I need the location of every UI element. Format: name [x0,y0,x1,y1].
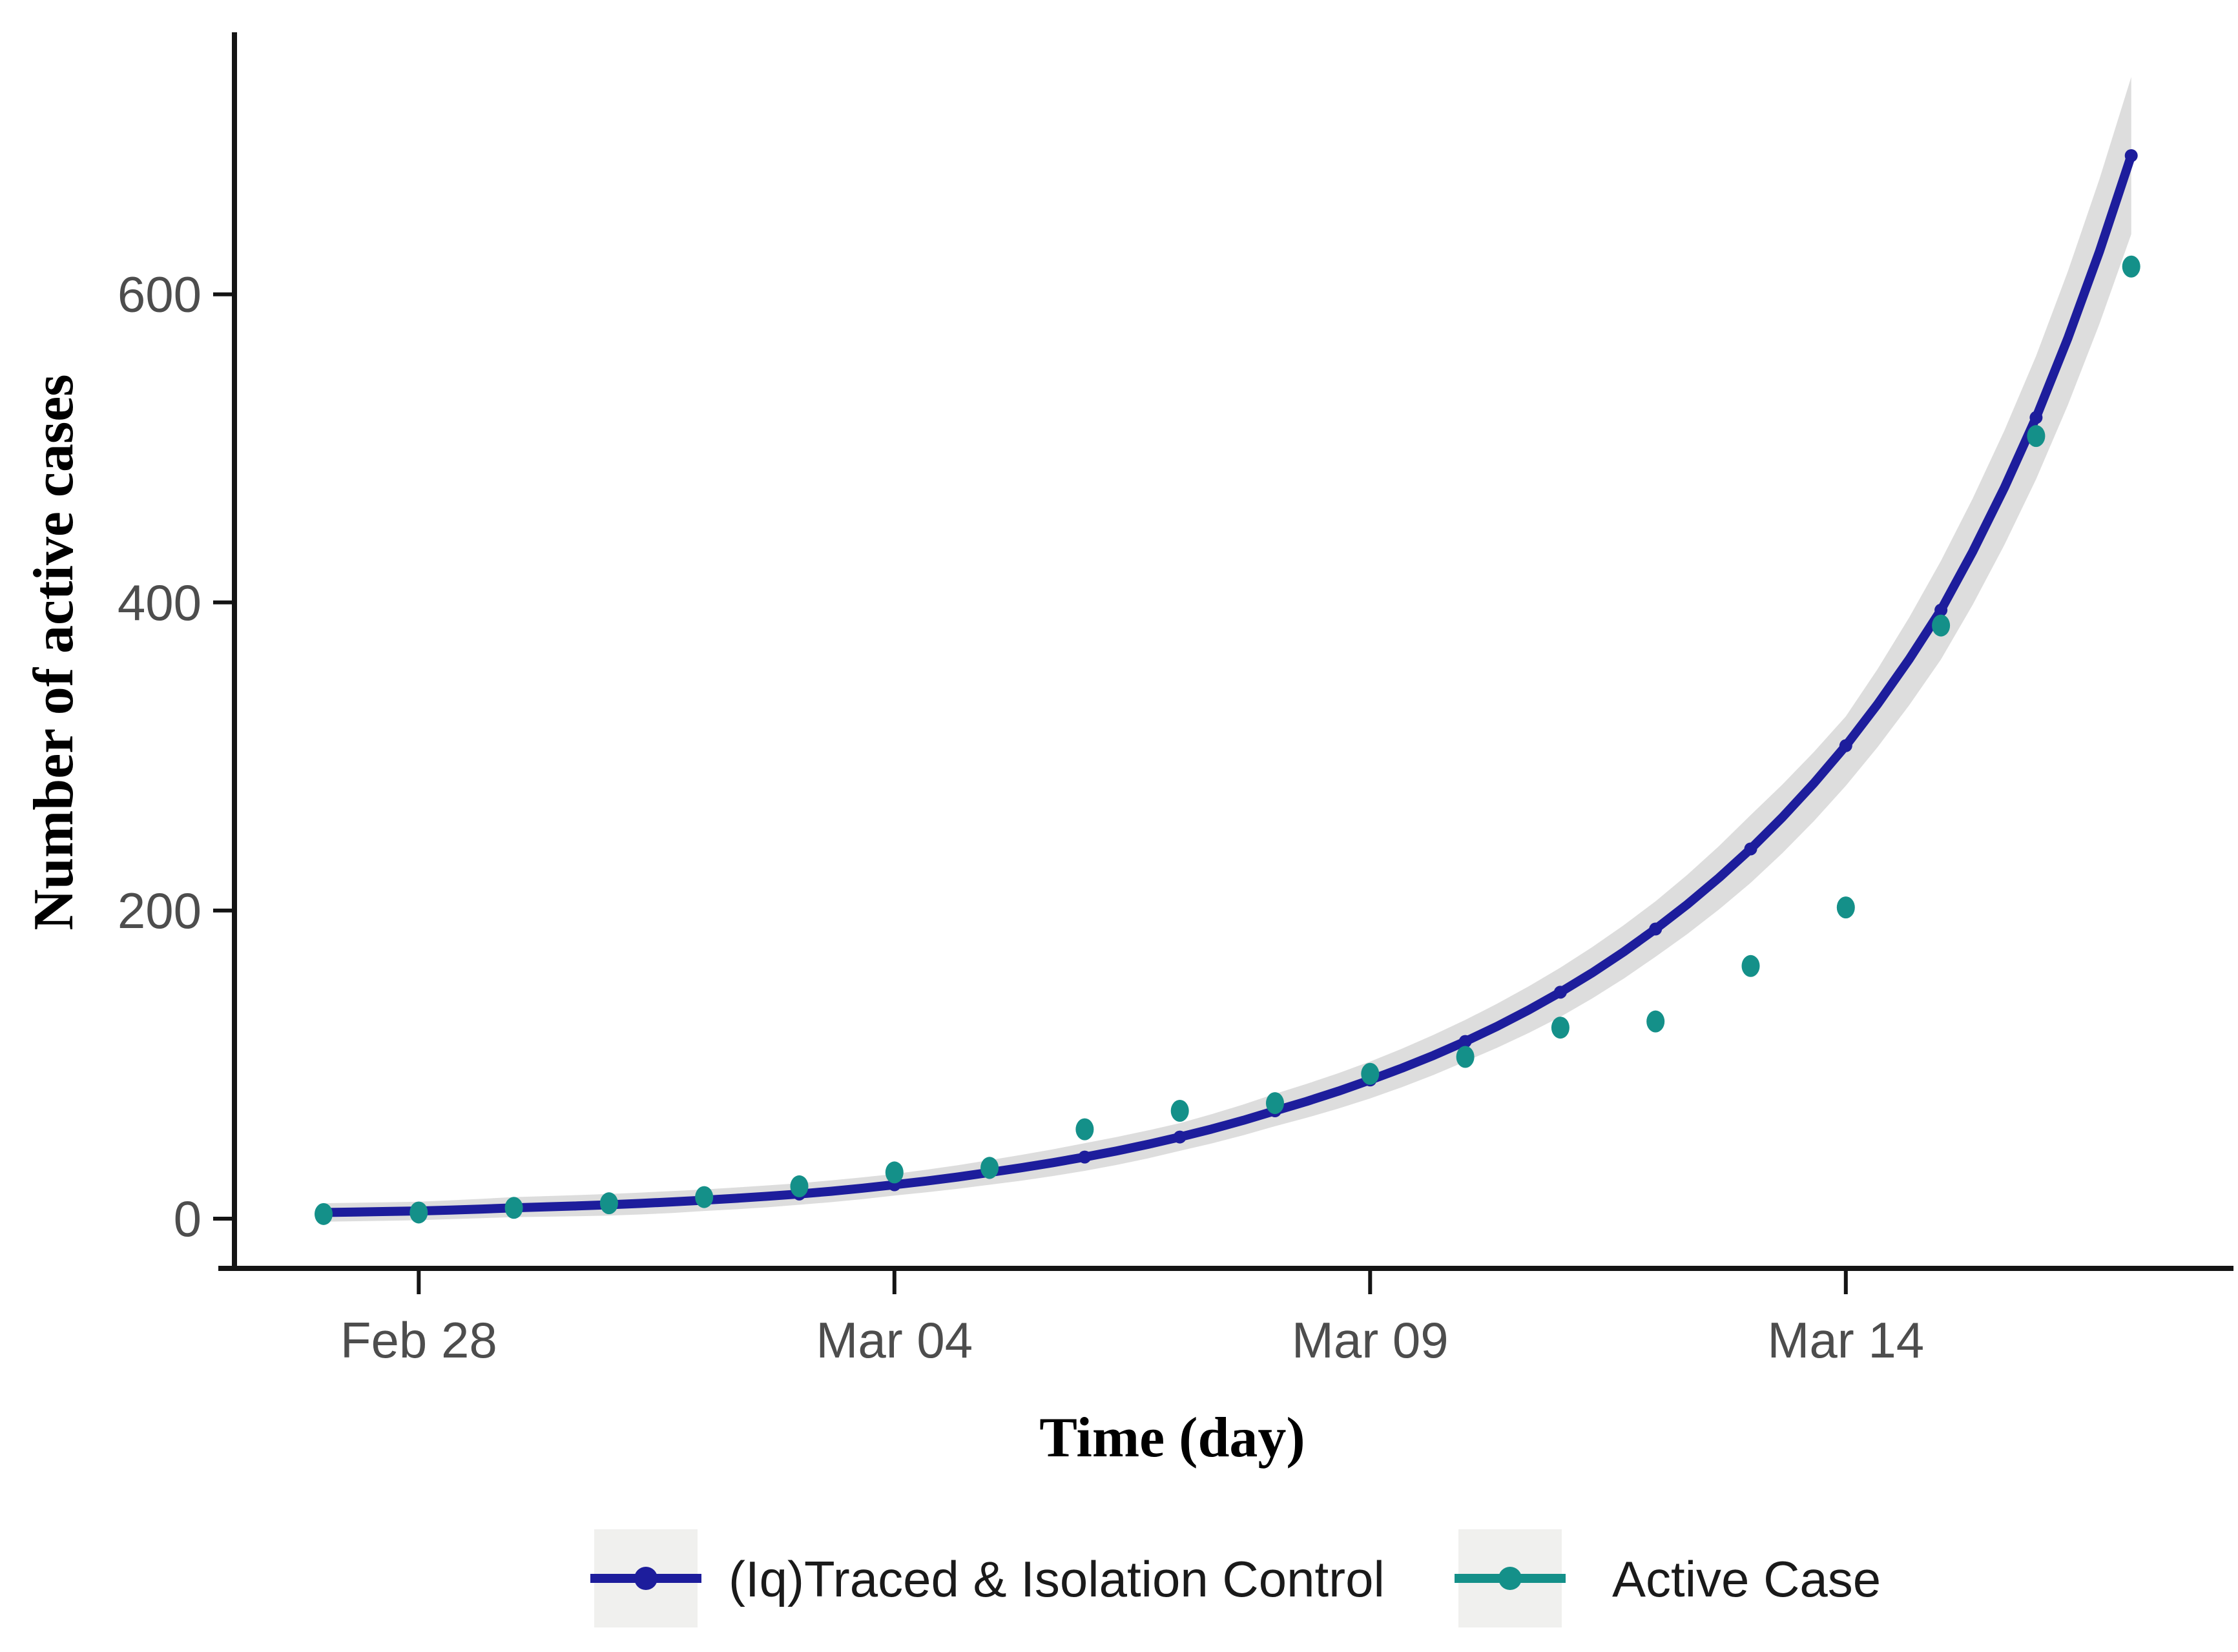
legend: (Iq)Traced & Isolation Control Active Ca… [590,1529,1881,1627]
active-case-point [409,1201,428,1224]
y-tick-label: 0 [174,1190,202,1247]
model-point [1649,922,1663,936]
active-case-point [885,1161,904,1184]
legend-label-model: (Iq)Traced & Isolation Control [729,1551,1385,1607]
legend-entry-model: (Iq)Traced & Isolation Control [590,1529,1385,1627]
model-point [1934,603,1948,617]
model-point [2029,411,2043,424]
series-layer [315,149,2140,1225]
model-point [1553,986,1567,999]
active-case-point [1741,955,1760,977]
active-case-point [315,1203,333,1225]
active-case-point [1361,1062,1380,1085]
x-tick-label: Mar 09 [1292,1312,1449,1368]
legend-entry-active: Active Case [1455,1529,1881,1627]
x-tick-label: Mar 04 [816,1312,973,1368]
y-tick-label: 600 [118,266,202,323]
model-point [1744,842,1757,856]
model-point [1173,1130,1186,1144]
active-case-point [1551,1017,1570,1039]
active-case-point [2027,425,2046,448]
x-tick-label: Mar 14 [1767,1312,1924,1368]
legend-point-icon [634,1567,658,1590]
active-case-point [1836,896,1855,919]
active-case-point [1170,1100,1189,1122]
y-axis-title: Number of active cases [23,374,85,930]
legend-point-icon [1498,1567,1522,1590]
model-point [1839,739,1852,752]
model-point [2124,149,2138,163]
active-case-point [1646,1010,1665,1033]
active-case-point [695,1186,714,1208]
active-case-point [2122,255,2140,278]
x-tick-label: Feb 28 [340,1312,497,1368]
active-case-point [980,1157,999,1179]
legend-label-active: Active Case [1612,1551,1881,1607]
model-point [1078,1150,1092,1164]
active-case-point [1932,614,1951,637]
active-case-point [504,1197,523,1219]
y-tick-label: 200 [118,882,202,939]
y-tick-label: 400 [118,574,202,631]
active-case-point [1075,1118,1094,1141]
x-axis-title: Time (day) [1039,1407,1305,1469]
active-case-point [599,1192,618,1215]
active-case-point [1266,1092,1284,1115]
confidence-band [324,77,2131,1222]
active-case-point [790,1175,809,1197]
model-point [1458,1035,1472,1048]
axes-layer: 0 200 400 600 Feb 28 Mar 04 Mar 09 Mar 14 [118,32,2233,1368]
active-case-point [1456,1046,1475,1068]
